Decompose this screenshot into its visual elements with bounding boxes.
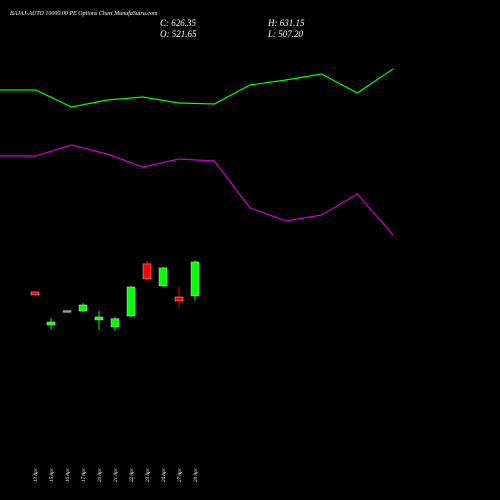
x-tick-label: 24 Apr (162, 468, 167, 482)
x-tick-label: 20 Apr (98, 468, 103, 482)
x-tick-label: 28 Apr (194, 468, 199, 482)
x-tick-label: 23 Apr (146, 468, 151, 482)
x-tick-label: 27 Apr (178, 468, 183, 482)
candle-body (142, 263, 152, 280)
candle-body (30, 291, 40, 296)
close-label: C: 626.35 (160, 18, 197, 28)
candle-body (46, 321, 56, 326)
x-tick-label: 13 Apr (34, 468, 39, 482)
candle-body (174, 296, 184, 302)
open-label: O: 521.65 (160, 29, 197, 39)
candle-body (126, 286, 136, 317)
x-tick-label: 21 Apr (114, 468, 119, 482)
candle-body (94, 316, 104, 321)
low-label: L: 507.20 (267, 29, 304, 39)
candle-body (158, 267, 168, 287)
x-tick-label: 15 Apr (50, 468, 55, 482)
candle-body (190, 261, 200, 297)
chart-title: BAJAJ-AUTO 10000.00 PE Options Chart Mun… (10, 10, 158, 17)
candle-body (110, 318, 120, 328)
candle-body (78, 304, 88, 312)
x-tick-label: 16 Apr (66, 468, 71, 482)
indicator-line (0, 68, 394, 108)
x-tick-label: 22 Apr (130, 468, 135, 482)
x-tick-label: 17 Apr (82, 468, 87, 482)
indicator-line (0, 144, 394, 236)
high-label: H: 631.15 (267, 18, 305, 28)
candle-body (62, 310, 72, 313)
